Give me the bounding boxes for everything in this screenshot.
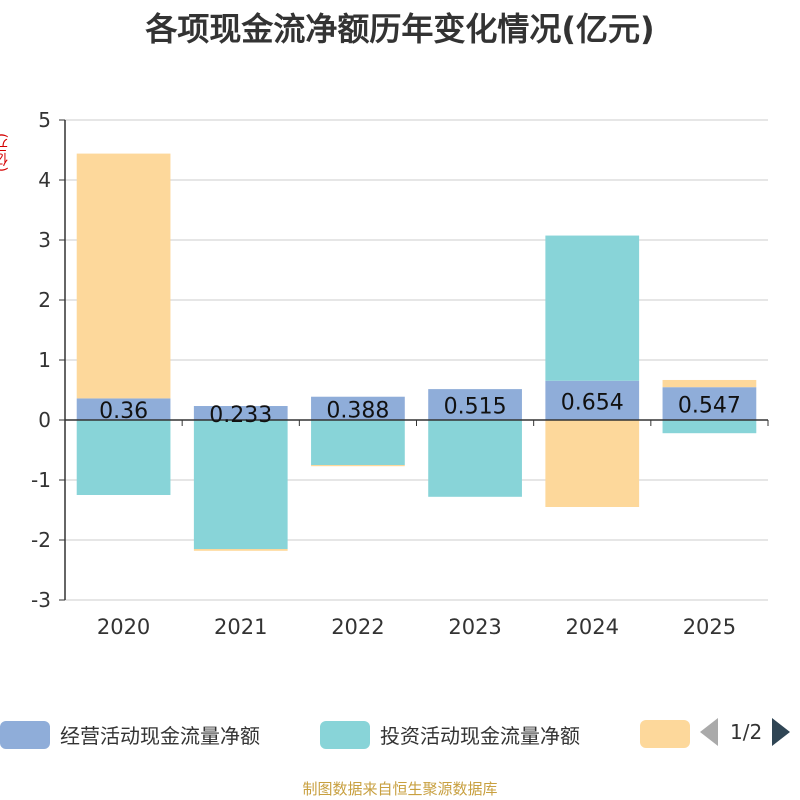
data-label: 0.388 — [326, 398, 389, 423]
bar — [76, 420, 171, 495]
axes: 5 4 3 2 1 0 -1 -2 -3 2020 2021 2022 2023 2024 2025 — [31, 108, 769, 639]
data-label: 0.515 — [444, 395, 507, 420]
bar — [311, 396, 405, 420]
bar — [428, 420, 522, 497]
legend-item-financing[interactable] — [640, 720, 700, 748]
bar — [545, 235, 640, 381]
x-tick-label: 2023 — [448, 615, 501, 639]
legend-item-operating[interactable]: 经营活动现金流量净额 — [0, 720, 260, 749]
legend-item-investing[interactable]: 投资活动现金流量净额 — [320, 720, 580, 749]
y-tick-label: -2 — [31, 528, 51, 552]
data-label: 0.233 — [209, 403, 272, 428]
legend-swatch-financing — [640, 720, 690, 748]
legend-label-investing: 投资活动现金流量净额 — [380, 724, 580, 748]
x-tick-label: 2024 — [566, 615, 619, 639]
legend-swatch-investing — [320, 720, 370, 749]
bar — [311, 465, 405, 467]
data-source-note: 制图数据来自恒生聚源数据库 — [302, 780, 498, 798]
bar — [76, 153, 171, 399]
x-tick-label: 2020 — [97, 615, 150, 639]
y-tick-label: 2 — [38, 288, 51, 312]
data-labels: 0.36 0.233 0.388 0.515 0.654 0.547 — [99, 390, 741, 428]
legend: 经营活动现金流量净额 投资活动现金流量净额 1/2 — [0, 714, 800, 754]
data-label: 0.36 — [99, 399, 148, 424]
legend-page-indicator: 1/2 — [730, 720, 763, 744]
x-tick-label: 2021 — [214, 615, 267, 639]
x-tick-label: 2025 — [683, 615, 736, 639]
chevron-right-icon[interactable] — [772, 718, 791, 746]
x-tick-label: 2022 — [331, 615, 384, 639]
bar — [662, 420, 757, 434]
legend-swatch-operating — [0, 720, 50, 749]
bar — [662, 379, 757, 388]
y-tick-label: 3 — [38, 228, 51, 252]
y-tick-label: 5 — [38, 108, 51, 132]
bar — [428, 389, 522, 420]
bar — [545, 420, 640, 507]
y-tick-label: 4 — [38, 168, 51, 192]
y-tick-label: 0 — [38, 408, 51, 432]
grid-lines — [65, 119, 768, 601]
chart-plot: 5 4 3 2 1 0 -1 -2 -3 2020 2021 2022 2023 2024 2025 0.3… — [31, 108, 769, 639]
data-label: 0.547 — [678, 394, 741, 419]
legend-pager: 1/2 — [700, 718, 791, 746]
bar — [76, 398, 171, 420]
bar — [662, 387, 757, 420]
legend-label-operating: 经营活动现金流量净额 — [60, 724, 260, 748]
y-tick-label: -1 — [31, 468, 51, 492]
bar — [193, 406, 288, 420]
bar — [545, 380, 640, 420]
y-tick-label: -3 — [31, 588, 51, 612]
bar — [311, 420, 405, 465]
bar — [193, 549, 288, 551]
data-label: 0.654 — [561, 390, 624, 415]
y-tick-label: 1 — [38, 348, 51, 372]
chevron-left-icon[interactable] — [700, 718, 718, 746]
bars — [76, 153, 757, 551]
chart-title: 各项现金流净额历年变化情况(亿元) — [145, 10, 655, 48]
bar — [193, 420, 288, 549]
